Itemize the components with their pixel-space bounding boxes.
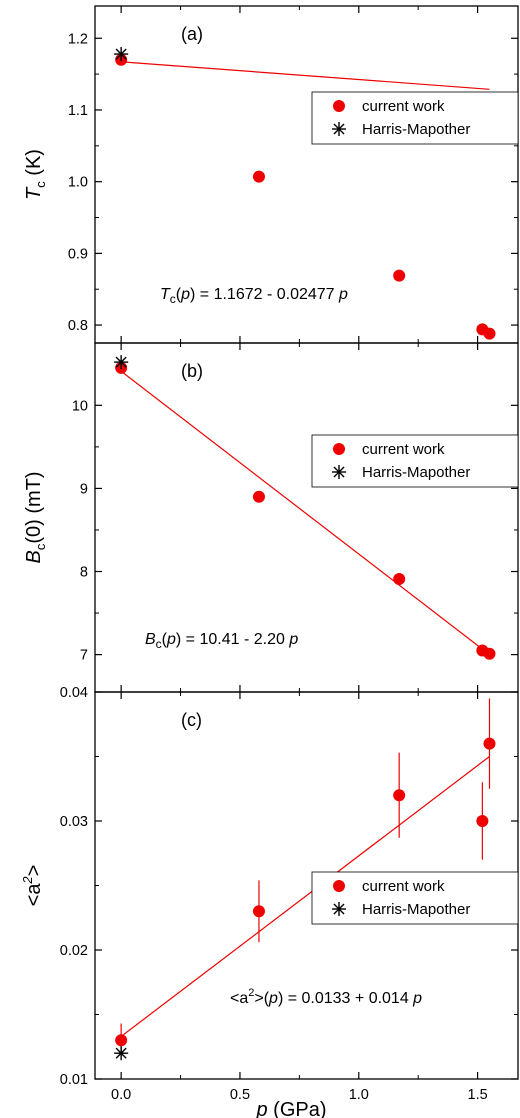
x-tick-label: 0.0 — [111, 1087, 131, 1103]
legend-box — [311, 434, 519, 488]
legend-marker-harris — [332, 902, 346, 916]
y-tick-label: 1.2 — [68, 31, 88, 47]
y-axis-title: Bc(0) (mT) — [23, 471, 48, 563]
current-work-point — [483, 327, 496, 340]
y-tick-label: 9 — [80, 481, 88, 497]
legend: current work Harris-Mapother — [311, 871, 519, 925]
x-axis-title: p (GPa) — [255, 1099, 326, 1118]
current-work-point — [115, 1034, 128, 1047]
current-work-point — [252, 170, 265, 183]
panel-label: (a) — [181, 24, 203, 44]
x-tick-label: 1.0 — [349, 1087, 369, 1103]
y-tick-label: 7 — [80, 648, 88, 664]
fit-line — [120, 370, 490, 656]
fit-equation: Tc(p) = 1.1672 - 0.02477 p — [160, 286, 348, 306]
y-tick-label: 0.9 — [68, 246, 88, 262]
legend: current work Harris-Mapother — [311, 434, 519, 488]
panel-label: (b) — [181, 361, 203, 381]
y-axis-title: <a2> — [20, 865, 45, 907]
legend-box — [311, 871, 519, 925]
current-work-point — [252, 905, 265, 918]
harris-mapother-point — [114, 355, 129, 370]
fit-equation: <a2>(p) = 0.0133 + 0.014 p — [230, 987, 422, 1007]
current-work-point — [483, 647, 496, 660]
y-axis-title: Tc (K) — [23, 149, 48, 200]
y-tick-label: 10 — [72, 398, 88, 414]
y-tick-label: 0.02 — [60, 943, 88, 959]
current-work-point — [393, 269, 406, 282]
x-tick-label: 0.5 — [230, 1087, 250, 1103]
legend: current work Harris-Mapother — [311, 91, 519, 145]
panel-b: 7 8 9 10 (b) Bc(0) (mT) current work Harris-Map… — [23, 342, 519, 693]
legend-label-current: current work — [362, 878, 445, 895]
x-tick-label: 1.5 — [468, 1087, 488, 1103]
harris-mapother-point — [114, 1046, 129, 1061]
legend-marker-harris — [332, 465, 346, 479]
fit-equation: Bc(p) = 10.41 - 2.20 p — [145, 631, 298, 651]
harris-mapother-point — [114, 47, 129, 62]
current-work-point — [393, 572, 406, 585]
y-tick-label: 1.1 — [68, 103, 88, 119]
legend-label-harris: Harris-Mapother — [362, 901, 470, 918]
panel-c: 0.01 0.02 0.03 0.04 (c) <a2> current work Harri… — [20, 685, 519, 1088]
legend-label-harris: Harris-Mapother — [362, 464, 470, 481]
fit-line — [120, 756, 490, 1037]
y-tick-label: 0.03 — [60, 814, 88, 830]
legend-marker-current — [333, 100, 345, 112]
y-tick-label: 0.8 — [68, 318, 88, 334]
current-work-point — [476, 815, 489, 827]
y-tick-label: 0.01 — [60, 1072, 88, 1088]
current-work-point — [393, 789, 406, 802]
legend-marker-current — [333, 880, 345, 892]
panel-label: (c) — [181, 710, 202, 730]
y-tick-label: 0.04 — [60, 685, 88, 701]
current-work-point — [483, 737, 496, 750]
legend-label-current: current work — [362, 441, 445, 458]
fit-line — [121, 61, 490, 90]
legend-marker-current — [333, 443, 345, 455]
legend-label-harris: Harris-Mapother — [362, 121, 470, 138]
legend-label-current: current work — [362, 98, 445, 115]
legend-marker-harris — [332, 122, 346, 136]
legend-box — [311, 91, 519, 145]
panel-a: 0.8 0.9 1.0 1.1 1.2 (a) Tc (K) current work Harr… — [23, 5, 519, 344]
current-work-point — [252, 490, 265, 503]
y-tick-label: 1.0 — [68, 175, 88, 191]
y-tick-label: 8 — [80, 565, 88, 581]
